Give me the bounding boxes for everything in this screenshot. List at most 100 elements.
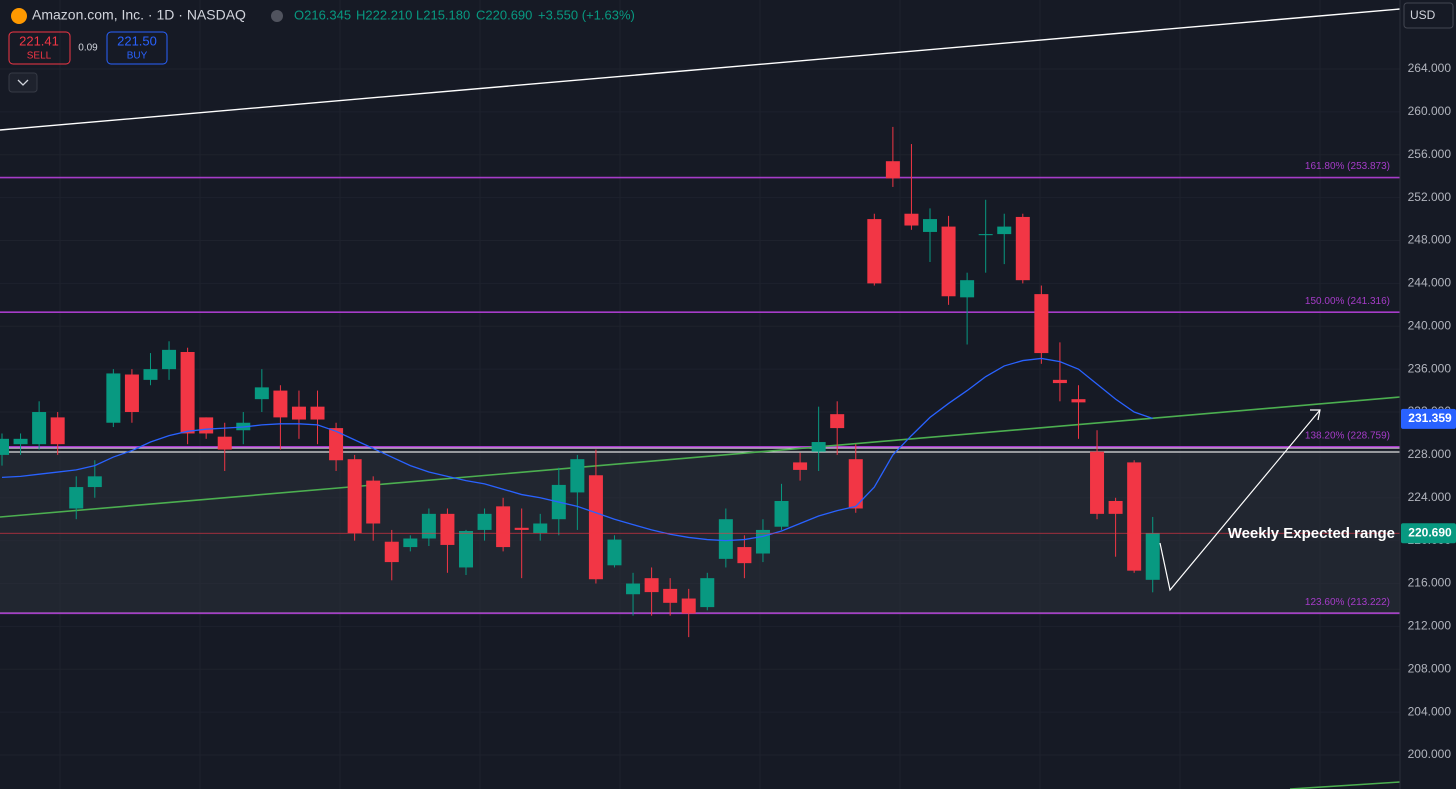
ohlc: H222.210 <box>356 7 412 22</box>
y-tick-label: 256.000 <box>1408 147 1452 161</box>
trend-line <box>0 396 1401 518</box>
candle-body <box>13 438 28 445</box>
candle-body <box>718 519 733 559</box>
trend-line <box>1289 781 1401 789</box>
candle-body <box>1071 399 1086 403</box>
candle-body <box>180 352 195 434</box>
currency[interactable]: USD <box>1410 8 1436 22</box>
candle-body <box>830 414 845 429</box>
candle-body <box>1108 500 1123 514</box>
candle-body <box>848 459 863 509</box>
sell-button[interactable] <box>8 31 71 65</box>
fib-label: 150.00% (241.316) <box>1305 296 1390 307</box>
candle-body <box>588 475 603 580</box>
candles <box>0 126 1400 638</box>
y-tick-label: 260.000 <box>1408 104 1452 118</box>
candle-body <box>793 462 808 470</box>
candle-body <box>143 369 158 380</box>
ohlc: L215.180 <box>416 7 470 22</box>
candle-body <box>0 438 9 455</box>
range-box <box>0 450 1400 613</box>
candle-body <box>329 428 344 461</box>
candle-body <box>162 349 177 370</box>
price-axis <box>1400 0 1456 789</box>
candle-body <box>217 436 232 450</box>
y-tick-label: 224.000 <box>1408 490 1452 504</box>
candle-body <box>867 219 882 284</box>
y-tick-label: 216.000 <box>1408 576 1452 590</box>
spread: 0.09 <box>78 43 98 54</box>
candle-body <box>514 527 529 530</box>
candle-body <box>366 480 381 524</box>
candle-body <box>811 442 826 452</box>
price-tag-label: 220.690 <box>1408 525 1452 539</box>
status-dot <box>271 10 283 22</box>
fib-label: 161.80% (253.873) <box>1305 161 1390 172</box>
candle-body <box>106 373 121 423</box>
y-tick-label: 244.000 <box>1408 276 1452 290</box>
candle-body <box>69 487 84 509</box>
candle-body <box>774 500 789 527</box>
change: +3.550 (+1.63%) <box>538 7 635 22</box>
trend-line <box>0 8 1401 131</box>
candle-body <box>923 219 937 232</box>
y-tick-label: 212.000 <box>1408 619 1452 633</box>
collapse-button[interactable] <box>8 72 38 93</box>
arrow-head <box>1310 409 1321 421</box>
candle-body <box>681 598 696 614</box>
candle-body <box>403 538 418 548</box>
candle-body <box>885 161 900 179</box>
candle-body <box>477 513 492 530</box>
fib-levels: 161.80% (253.873) 150.00% (241.316) 138.20… <box>0 161 1400 615</box>
moving-average <box>1 357 1153 542</box>
candle-body <box>421 513 436 539</box>
candle-body <box>1127 462 1142 571</box>
fib-label: 123.60% (213.222) <box>1305 597 1390 608</box>
y-tick-label: 200.000 <box>1408 747 1452 761</box>
candle-body <box>1015 216 1030 281</box>
currency-button[interactable] <box>1403 2 1454 29</box>
candle-body <box>1145 533 1160 580</box>
candle-body <box>32 412 47 445</box>
candle-body <box>737 547 752 564</box>
candle-body <box>496 506 511 548</box>
candle-body <box>533 523 548 534</box>
logo <box>11 8 27 24</box>
candle-body <box>700 578 715 608</box>
candle-body <box>644 578 659 593</box>
candle-body <box>1034 294 1049 354</box>
candle-body <box>904 213 919 226</box>
candle-body <box>291 406 306 420</box>
y-tick-label: 204.000 <box>1408 704 1452 718</box>
annotation: Weekly Expected range <box>1228 525 1395 542</box>
candle-body <box>1052 379 1067 384</box>
price-tag-label: 231.359 <box>1408 411 1452 425</box>
candle-body <box>941 226 956 297</box>
arrow <box>1159 409 1321 592</box>
candle-body <box>254 387 269 400</box>
candle-body <box>1090 451 1105 514</box>
y-tick-label: 236.000 <box>1408 361 1452 375</box>
candle-body <box>50 417 65 445</box>
candle-body <box>347 459 362 534</box>
candle-body <box>273 390 288 418</box>
sell-label[interactable]: SELL <box>27 51 52 62</box>
candle-body <box>124 374 139 413</box>
y-tick-label: 248.000 <box>1408 233 1452 247</box>
buy-price[interactable]: 221.50 <box>117 33 157 48</box>
candle-body <box>384 541 399 563</box>
candle-body <box>626 583 641 595</box>
y-tick-label: 240.000 <box>1408 318 1452 332</box>
chevron[interactable] <box>17 79 29 86</box>
sell-price[interactable]: 221.41 <box>19 33 59 48</box>
candle-body <box>310 406 325 420</box>
candle-body <box>978 234 993 236</box>
y-tick-label: 228.000 <box>1408 447 1452 461</box>
price-axis-labels: 264.000 260.000 256.000 252.000 248.000 244.0… <box>1401 61 1456 761</box>
ohlc: C220.690 <box>476 7 532 22</box>
candle-body <box>570 459 585 493</box>
buy-label[interactable]: BUY <box>127 51 148 62</box>
buy-button[interactable] <box>106 31 168 65</box>
